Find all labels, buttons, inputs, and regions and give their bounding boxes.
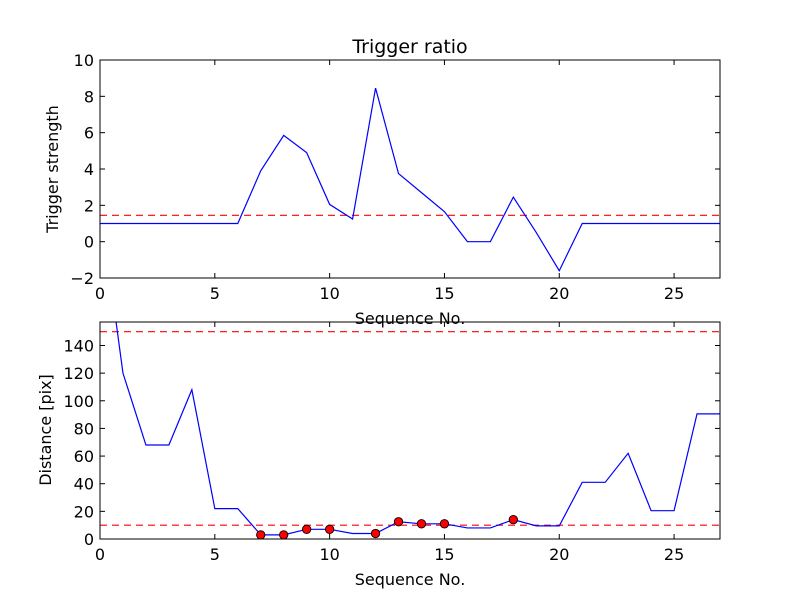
y-tick-label: 8 — [84, 87, 94, 106]
y-tick-label: 100 — [63, 392, 94, 411]
data-point-marker — [256, 530, 266, 539]
axes-frame — [99, 321, 721, 540]
x-tick-label: 10 — [319, 284, 339, 303]
data-point-marker — [393, 517, 404, 527]
x-tick-label: 15 — [434, 545, 454, 564]
y-tick-label: 0 — [84, 530, 94, 549]
x-tick-label: 25 — [664, 284, 684, 303]
x-tick-label: 0 — [95, 284, 105, 303]
plot-area — [100, 322, 720, 539]
x-tick-label: 10 — [319, 545, 339, 564]
trigger-ratio-subplot: Trigger ratio Sequence No. Trigger stren… — [43, 36, 721, 328]
series-line — [115, 322, 720, 536]
y-axis-label: Distance [pix] — [36, 374, 55, 486]
x-tick-label: 25 — [664, 545, 684, 564]
y-axis-label: Trigger strength — [43, 105, 62, 234]
x-tick-label: 5 — [210, 284, 220, 303]
y-tick-label: 0 — [84, 233, 94, 252]
y-tick-label: 40 — [74, 475, 94, 494]
data-point-marker — [370, 528, 381, 539]
data-point-marker — [508, 514, 518, 525]
x-tick-label: 20 — [549, 284, 569, 303]
data-point-marker — [302, 524, 312, 534]
x-axis-label: Sequence No. — [355, 570, 466, 589]
y-tick-label: 6 — [84, 124, 94, 143]
data-point-marker — [324, 524, 335, 534]
plot-area — [100, 88, 720, 272]
series-line — [100, 88, 720, 272]
y-tick-label: 140 — [63, 336, 94, 355]
x-tick-label: 20 — [549, 545, 569, 564]
y-tick-label: −2 — [70, 269, 94, 288]
x-tick-label: 15 — [434, 284, 454, 303]
y-tick-label: 80 — [74, 419, 94, 438]
y-tick-label: 60 — [74, 447, 94, 466]
x-axis-label: Sequence No. — [355, 309, 466, 328]
data-point-marker — [439, 519, 450, 529]
y-tick-label: 20 — [74, 502, 94, 521]
y-tick-label: 4 — [84, 160, 94, 179]
x-tick-label: 0 — [95, 545, 105, 564]
x-tick-label: 5 — [210, 545, 220, 564]
chart-title: Trigger ratio — [351, 36, 467, 58]
y-tick-label: 2 — [84, 196, 94, 215]
data-point-marker — [279, 530, 289, 539]
y-tick-label: 10 — [74, 51, 94, 70]
distance-subplot: Sequence No. Distance [pix] 0 5 10 15 20 25 0 2… — [36, 321, 721, 589]
y-tick-label: 120 — [63, 364, 94, 383]
data-point-marker — [416, 519, 427, 529]
